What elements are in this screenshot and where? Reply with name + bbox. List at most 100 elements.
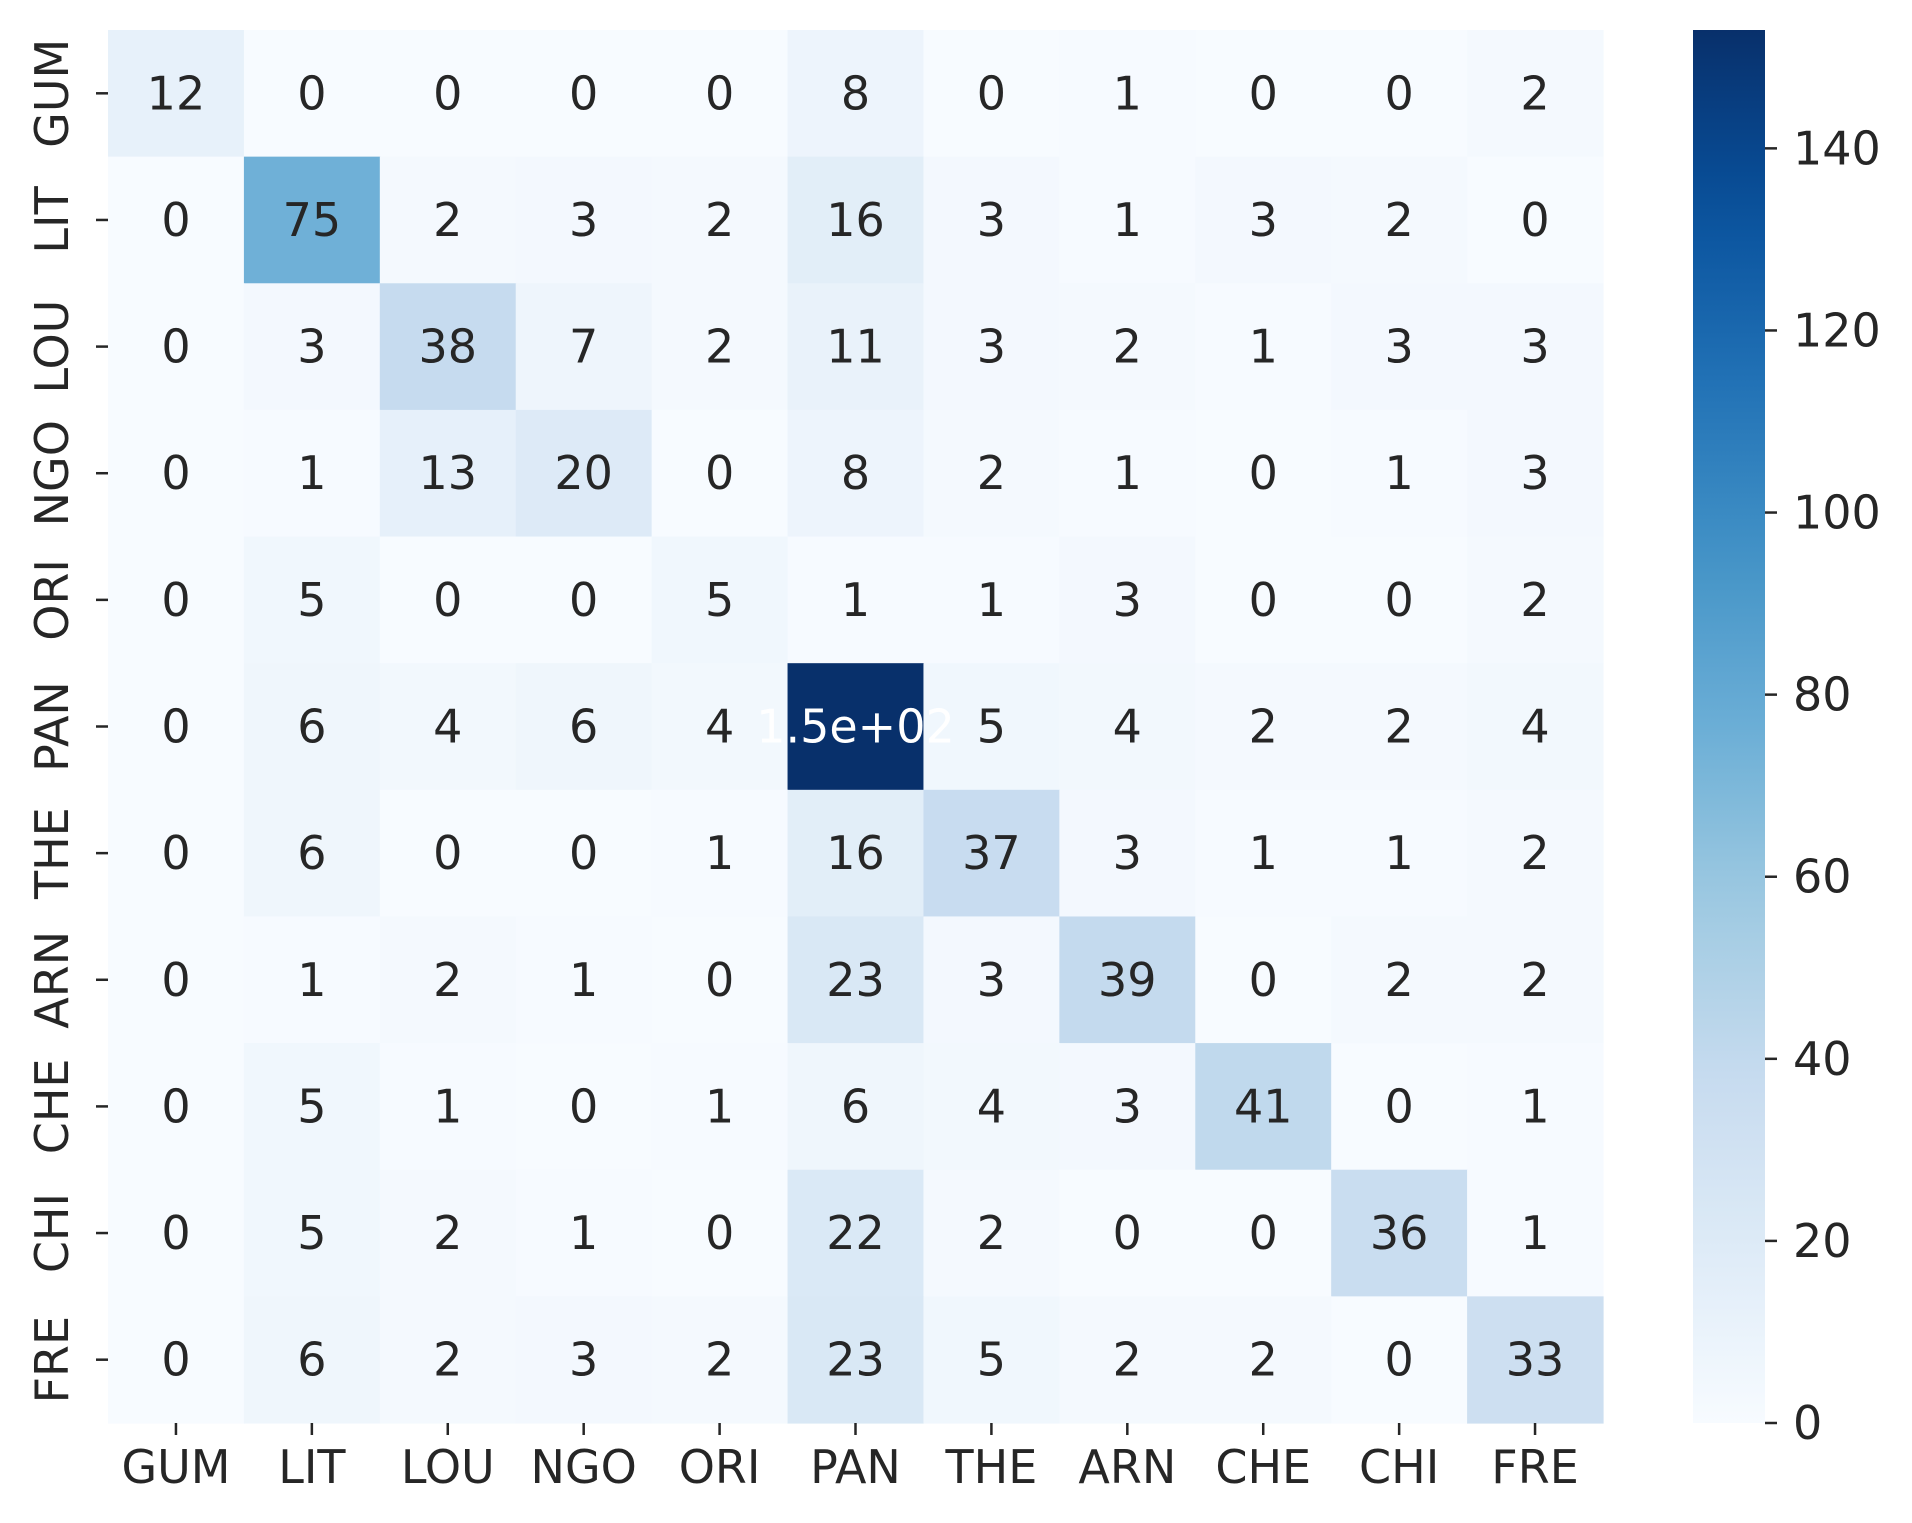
heatmap-cell-CHI-GUM xyxy=(108,1169,245,1297)
heatmap-cell-ORI-THE xyxy=(923,536,1060,664)
cell-value-label: 1 xyxy=(1249,826,1278,880)
heatmap-cell-LOU-CHI xyxy=(1331,283,1468,411)
heatmap-cell-GUM-PAN xyxy=(787,30,925,158)
cell-value-label: 8 xyxy=(841,66,870,120)
heatmap-cell-CHE-THE xyxy=(923,1043,1060,1171)
cell-value-label: 2 xyxy=(433,193,462,247)
heatmap-cell-GUM-LIT xyxy=(243,30,381,158)
heatmap-cell-LOU-LOU xyxy=(379,283,517,411)
heatmap-cell-GUM-ORI xyxy=(651,30,789,158)
heatmap-cell-NGO-LIT xyxy=(243,409,381,538)
cell-value-label: 1 xyxy=(1384,446,1413,500)
cell-value-label: 1 xyxy=(297,953,326,1007)
cell-value-label: 22 xyxy=(826,1206,885,1260)
colorbar-tick-label: 120 xyxy=(1793,303,1881,357)
cell-value-label: 4 xyxy=(705,700,734,754)
y-tick-label-ORI: ORI xyxy=(25,559,79,641)
heatmap-cell-LIT-PAN xyxy=(787,156,925,284)
heatmap-cell-NGO-CHE xyxy=(1195,409,1332,538)
cell-value-label: 23 xyxy=(826,953,885,1007)
cell-value-label: 2 xyxy=(433,1206,462,1260)
heatmap-cell-CHI-LOU xyxy=(379,1169,517,1297)
heatmap-cell-LIT-LIT xyxy=(243,156,381,284)
heatmap-cell-LIT-CHI xyxy=(1331,156,1468,284)
cell-value-label: 2 xyxy=(433,1333,462,1387)
y-tick-label-GUM: GUM xyxy=(25,39,79,148)
cell-value-label: 1 xyxy=(841,573,870,627)
x-tick-label-NGO: NGO xyxy=(531,1440,637,1494)
y-axis: GUM LIT LOU NGO ORI PAN THE ARN CHE CHI FRE xyxy=(25,39,108,1404)
heatmap-cell-FRE-ORI xyxy=(651,1296,789,1424)
colorbar-tick-label: 100 xyxy=(1793,486,1881,540)
heatmap-cell-ORI-NGO xyxy=(515,536,653,664)
cell-value-label: 0 xyxy=(569,66,598,120)
y-tick-label-FRE: FRE xyxy=(25,1316,79,1404)
cell-value-label: 2 xyxy=(433,953,462,1007)
cell-value-label: 5 xyxy=(297,1206,326,1260)
heatmap-cell-LOU-GUM xyxy=(108,283,245,411)
heatmap-cell-ORI-CHI xyxy=(1331,536,1468,664)
y-tick-label-ARN: ARN xyxy=(25,931,79,1029)
cell-value-label: 5 xyxy=(297,573,326,627)
cell-value-label: 2 xyxy=(1113,320,1142,374)
cell-value-label: 1 xyxy=(569,1206,598,1260)
cell-value-label: 0 xyxy=(297,66,326,120)
cell-value-label: 0 xyxy=(569,573,598,627)
cell-value-label: 2 xyxy=(1384,193,1413,247)
cell-value-label: 0 xyxy=(705,66,734,120)
cell-value-label: 0 xyxy=(1384,573,1413,627)
y-tick-label-NGO: NGO xyxy=(25,420,79,526)
cell-value-label: 6 xyxy=(297,826,326,880)
heatmap-cell-PAN-FRE xyxy=(1467,663,1604,791)
cell-value-label: 0 xyxy=(1249,446,1278,500)
heatmap-cell-THE-ORI xyxy=(651,789,789,918)
cell-value-label: 2 xyxy=(977,1206,1006,1260)
cell-value-label: 1 xyxy=(977,573,1006,627)
heatmap-cell-ARN-CHE xyxy=(1195,916,1332,1044)
cell-value-label: 4 xyxy=(977,1079,1006,1133)
heatmap-cells xyxy=(108,30,1604,1424)
heatmap-cell-PAN-THE xyxy=(923,663,1060,791)
heatmap-cell-ARN-GUM xyxy=(108,916,245,1044)
cell-value-label: 3 xyxy=(1113,1079,1142,1133)
heatmap-cell-LOU-THE xyxy=(923,283,1060,411)
heatmap-cell-PAN-CHE xyxy=(1195,663,1332,791)
heatmap-cell-FRE-LIT xyxy=(243,1296,381,1424)
heatmap-cell-LIT-FRE xyxy=(1467,156,1604,284)
heatmap-cell-CHE-FRE xyxy=(1467,1043,1604,1171)
heatmap-cell-LOU-ARN xyxy=(1059,283,1196,411)
y-tick-label-CHI: CHI xyxy=(25,1193,79,1273)
cell-value-label: 2 xyxy=(1384,700,1413,754)
heatmap-cell-ARN-LOU xyxy=(379,916,517,1044)
heatmap-cell-THE-GUM xyxy=(108,789,245,918)
heatmap-cell-LOU-LIT xyxy=(243,283,381,411)
cell-value-label: 3 xyxy=(1520,320,1549,374)
heatmap-cell-FRE-PAN xyxy=(787,1296,925,1424)
cell-value-label: 2 xyxy=(1384,953,1413,1007)
heatmap-cell-ORI-ORI xyxy=(651,536,789,664)
x-tick-label-GUM: GUM xyxy=(121,1440,230,1494)
heatmap-cell-GUM-THE xyxy=(923,30,1060,158)
colorbar-tick-label: 140 xyxy=(1793,121,1881,175)
heatmap-cell-LOU-NGO xyxy=(515,283,653,411)
heatmap-cell-PAN-NGO xyxy=(515,663,653,791)
cell-value-label: 5 xyxy=(977,700,1006,754)
heatmap-cell-ORI-ARN xyxy=(1059,536,1196,664)
heatmap-cell-THE-FRE xyxy=(1467,789,1604,918)
cell-value-label: 4 xyxy=(1113,700,1142,754)
cell-value-label: 4 xyxy=(433,700,462,754)
cell-value-label: 5 xyxy=(977,1333,1006,1387)
cell-value-label: 2 xyxy=(1249,700,1278,754)
heatmap-cell-ORI-PAN xyxy=(787,536,925,664)
heatmap-cell-FRE-CHE xyxy=(1195,1296,1332,1424)
cell-value-label: 1 xyxy=(1384,826,1413,880)
cell-value-label: 0 xyxy=(1113,1206,1142,1260)
heatmap-cell-ARN-PAN xyxy=(787,916,925,1044)
cell-value-label: 0 xyxy=(161,193,190,247)
heatmap-cell-PAN-LOU xyxy=(379,663,517,791)
cell-value-label: 0 xyxy=(977,66,1006,120)
heatmap-cell-PAN-GUM xyxy=(108,663,245,791)
cell-value-label: 2 xyxy=(977,446,1006,500)
heatmap-cell-CHE-ARN xyxy=(1059,1043,1196,1171)
